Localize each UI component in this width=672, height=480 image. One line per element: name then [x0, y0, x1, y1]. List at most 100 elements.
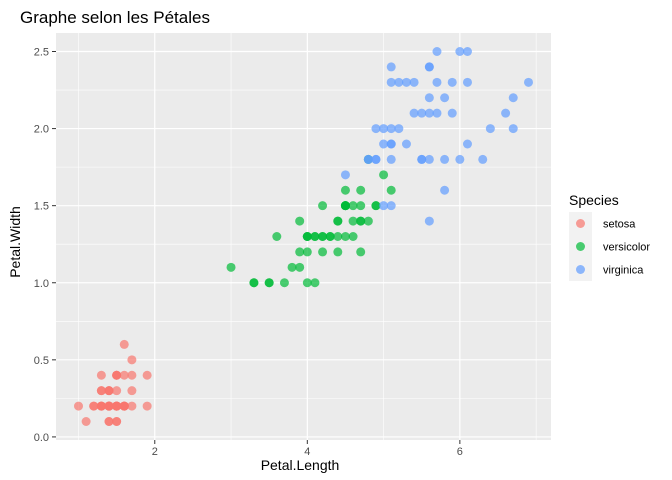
data-point-versicolor: [287, 262, 297, 272]
data-point-virginica: [462, 77, 472, 87]
data-point-virginica: [508, 93, 518, 103]
data-point-virginica: [371, 154, 381, 164]
data-point-versicolor: [302, 247, 312, 257]
data-point-setosa: [112, 386, 122, 396]
legend-marker-versicolor: [576, 242, 585, 251]
data-point-virginica: [485, 124, 495, 134]
data-point-setosa: [96, 401, 106, 411]
legend-label-versicolor: versicolor: [603, 242, 650, 254]
x-tick-label: 6: [457, 446, 463, 458]
data-point-setosa: [74, 401, 83, 411]
data-point-virginica: [379, 201, 389, 211]
data-point-setosa: [104, 417, 114, 426]
x-tick-label: 2: [152, 446, 158, 458]
data-point-versicolor: [310, 232, 320, 241]
data-point-versicolor: [272, 232, 282, 241]
data-point-setosa: [127, 386, 137, 396]
data-point-versicolor: [310, 278, 320, 288]
data-point-setosa: [112, 401, 122, 411]
data-point-versicolor: [318, 201, 328, 211]
data-point-versicolor: [302, 232, 312, 241]
data-point-virginica: [524, 77, 533, 87]
y-tick-label: 2.0: [34, 124, 49, 136]
data-point-versicolor: [340, 201, 350, 211]
data-point-virginica: [440, 185, 450, 195]
data-point-virginica: [409, 77, 419, 87]
data-point-virginica: [440, 154, 450, 164]
legend: Species setosa versicolor virginica: [569, 192, 650, 281]
data-point-virginica: [440, 93, 450, 103]
legend-marker-virginica: [576, 265, 585, 274]
data-point-virginica: [386, 124, 396, 134]
y-tick-label: 0.5: [34, 355, 49, 367]
data-point-versicolor: [356, 201, 366, 211]
data-point-versicolor: [279, 278, 289, 288]
y-tick-label: 2.5: [34, 47, 49, 59]
data-point-virginica: [386, 62, 396, 72]
data-point-virginica: [432, 108, 442, 118]
data-point-virginica: [424, 154, 434, 164]
data-point-versicolor: [264, 278, 274, 288]
chart-title: Graphe selon les Pétales: [20, 8, 210, 27]
data-point-versicolor: [340, 232, 350, 241]
data-point-virginica: [371, 124, 381, 134]
data-point-setosa: [96, 386, 106, 396]
data-point-virginica: [501, 108, 511, 118]
data-point-setosa: [112, 417, 122, 426]
data-point-virginica: [386, 154, 396, 164]
data-point-virginica: [424, 62, 434, 72]
data-point-setosa: [127, 401, 137, 411]
data-point-virginica: [417, 154, 427, 164]
data-points: [74, 47, 533, 426]
data-point-versicolor: [295, 247, 305, 257]
data-point-setosa: [119, 339, 129, 349]
data-point-virginica: [417, 108, 427, 118]
data-point-versicolor: [295, 262, 305, 272]
data-point-setosa: [104, 386, 114, 396]
legend-marker-setosa: [576, 219, 585, 228]
data-point-virginica: [379, 124, 389, 134]
data-point-virginica: [462, 139, 472, 149]
data-point-versicolor: [302, 278, 312, 288]
data-point-virginica: [386, 139, 396, 149]
data-point-virginica: [508, 124, 518, 134]
data-point-versicolor: [348, 216, 358, 226]
legend-label-setosa: setosa: [603, 219, 636, 231]
data-point-setosa: [142, 370, 152, 380]
data-point-virginica: [409, 108, 419, 118]
y-axis-title: Petal.Width: [7, 206, 23, 278]
legend-label-virginica: virginica: [603, 265, 644, 277]
data-point-versicolor: [356, 185, 366, 195]
data-point-setosa: [89, 401, 99, 411]
data-point-virginica: [340, 170, 350, 180]
y-tick-label: 0.0: [34, 432, 49, 444]
data-point-versicolor: [333, 216, 343, 226]
data-point-virginica: [424, 216, 434, 226]
data-point-versicolor: [318, 247, 328, 257]
data-point-virginica: [455, 47, 465, 56]
data-point-virginica: [478, 154, 488, 164]
y-tick-label: 1.5: [34, 201, 49, 213]
data-point-virginica: [379, 139, 389, 149]
data-point-setosa: [142, 401, 152, 411]
y-tick-label: 1.0: [34, 278, 49, 290]
data-point-versicolor: [333, 247, 343, 257]
data-point-versicolor: [318, 232, 328, 241]
x-tick-label: 4: [304, 446, 310, 458]
data-point-versicolor: [348, 201, 358, 211]
data-point-setosa: [112, 370, 122, 380]
data-point-virginica: [386, 77, 396, 87]
data-point-versicolor: [348, 232, 358, 241]
data-point-setosa: [127, 355, 137, 365]
data-point-virginica: [394, 124, 404, 134]
data-point-virginica: [455, 154, 465, 164]
data-point-virginica: [447, 108, 457, 118]
data-point-virginica: [462, 47, 472, 56]
data-point-versicolor: [356, 216, 366, 226]
y-axis-ticks: 0.0 0.5 1.0 1.5 2.0 2.5: [34, 47, 56, 444]
data-point-versicolor: [295, 216, 305, 226]
data-point-setosa: [81, 417, 91, 426]
data-point-setosa: [127, 370, 137, 380]
data-point-virginica: [432, 77, 442, 87]
